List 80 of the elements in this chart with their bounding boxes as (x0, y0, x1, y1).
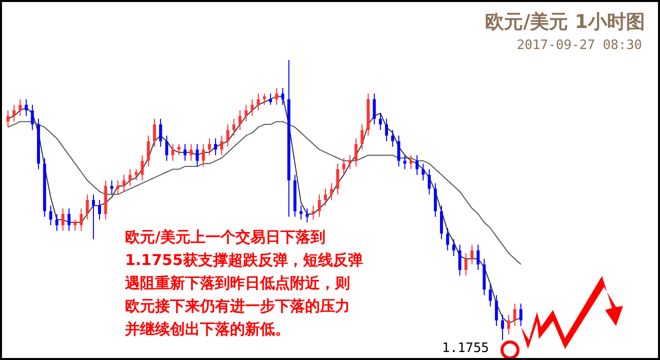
candlestick (165, 135, 168, 162)
candlestick (519, 303, 522, 326)
candlestick (488, 284, 492, 307)
candlestick (232, 118, 236, 136)
candlestick (300, 205, 303, 220)
text: 1.1755 (442, 341, 489, 356)
candlestick (354, 138, 358, 167)
candlestick (208, 138, 211, 156)
candlestick (159, 118, 162, 148)
candlestick (281, 88, 284, 106)
candlestick (110, 180, 114, 195)
candlestick (184, 144, 187, 162)
candlestick (116, 180, 120, 195)
candlestick (312, 205, 315, 220)
candlestick (324, 188, 327, 206)
candlestick (220, 135, 224, 156)
candlestick (122, 174, 126, 192)
candlestick (452, 238, 456, 256)
candlestick (269, 93, 272, 106)
candlestick (342, 158, 346, 176)
candlestick (226, 124, 230, 148)
candlestick (372, 93, 376, 125)
candlestick (378, 112, 382, 130)
candlestick (428, 168, 431, 195)
candlestick (318, 194, 321, 218)
text: 2017-09-27 08:30 (516, 38, 642, 53)
candlestick (86, 194, 89, 220)
candlestick (275, 88, 278, 106)
candlestick (49, 205, 52, 226)
candlestick (306, 208, 309, 223)
candlestick (92, 194, 95, 240)
candlestick (128, 168, 132, 186)
candlestick (250, 98, 254, 116)
candlestick (134, 168, 138, 181)
candlestick (214, 138, 218, 156)
candlestick (391, 130, 394, 148)
candlestick (6, 110, 10, 128)
candlestick (458, 244, 462, 276)
candlestick (153, 118, 156, 148)
annotation: 欧元/美元上一个交易日下落到 (125, 228, 326, 246)
candlestick (422, 163, 425, 181)
annotation: 1.1755获支撑超跌反弹，短线反弹 (125, 251, 363, 269)
candlestick (140, 154, 144, 181)
candlestick (501, 314, 504, 340)
candlestick (256, 93, 260, 111)
candlestick (434, 182, 437, 218)
candlestick (80, 208, 83, 232)
candlestick (446, 228, 450, 251)
candlestick (238, 110, 242, 130)
candlestick (397, 135, 400, 167)
candlestick (513, 303, 516, 326)
annotation: 遇阻重新下落到昨日低点附近，则 (124, 274, 350, 292)
candlestick (330, 182, 334, 200)
candlestick (385, 118, 388, 142)
candlestick (507, 314, 510, 335)
candlestick (244, 104, 248, 122)
candlestick (190, 144, 193, 162)
candlestick (30, 104, 34, 130)
candlestick (440, 205, 443, 240)
candlestick (416, 154, 419, 176)
candlestick (196, 144, 199, 167)
candlestick (464, 252, 468, 276)
candlestick (336, 163, 340, 195)
candlestick (494, 294, 498, 326)
candlestick (12, 104, 16, 122)
candlestick (202, 144, 205, 167)
annotation: 欧元接下来仍有进一步下落的压力 (125, 297, 350, 315)
candlestick (146, 135, 150, 167)
candlestick (470, 244, 474, 265)
candlestick (476, 244, 480, 270)
candlestick (360, 124, 364, 150)
candlestick (98, 200, 102, 220)
candlestick (171, 144, 174, 162)
annotation: 并继续创出下落的新低。 (124, 320, 290, 338)
candlestick (18, 98, 22, 116)
candlestick (24, 98, 28, 116)
text: 欧元/美元 1小时图 (485, 11, 645, 33)
candlestick (55, 214, 58, 232)
candlestick (68, 208, 71, 232)
candlestick (61, 208, 64, 232)
